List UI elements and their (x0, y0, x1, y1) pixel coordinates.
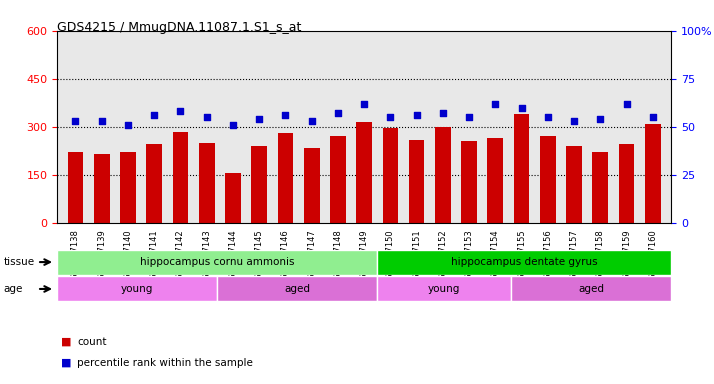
Point (568, 118, 580, 124)
Bar (225, 173, 241, 223)
Text: GDS4215 / MmugDNA.11087.1.S1_s_at: GDS4215 / MmugDNA.11087.1.S1_s_at (57, 21, 301, 34)
FancyBboxPatch shape (217, 276, 378, 301)
Bar (566, 146, 582, 223)
Bar (408, 139, 425, 223)
Text: age: age (4, 284, 23, 294)
Point (253, 116, 265, 122)
Point (332, 110, 343, 116)
Text: hippocampus cornu ammonis: hippocampus cornu ammonis (140, 257, 295, 267)
Point (647, 114, 658, 120)
Point (437, 110, 448, 116)
Point (411, 112, 423, 118)
FancyBboxPatch shape (511, 276, 671, 301)
Bar (120, 152, 136, 223)
Point (96, 118, 107, 124)
Bar (356, 122, 372, 223)
Point (280, 112, 291, 118)
Text: young: young (428, 284, 461, 294)
Bar (593, 152, 608, 223)
Bar (461, 141, 477, 223)
Point (149, 112, 160, 118)
Text: tissue: tissue (4, 257, 35, 267)
Bar (303, 147, 320, 223)
Text: percentile rank within the sample: percentile rank within the sample (77, 358, 253, 368)
Point (490, 101, 501, 107)
FancyBboxPatch shape (378, 276, 511, 301)
Point (306, 118, 317, 124)
Point (175, 108, 186, 114)
Bar (383, 128, 398, 223)
Bar (94, 154, 110, 223)
Point (201, 114, 212, 120)
FancyBboxPatch shape (57, 250, 378, 275)
Point (542, 114, 553, 120)
Bar (513, 114, 530, 223)
FancyBboxPatch shape (378, 250, 671, 275)
Text: young: young (121, 284, 154, 294)
Bar (645, 124, 660, 223)
Point (227, 122, 238, 128)
Bar (173, 131, 188, 223)
Bar (540, 136, 555, 223)
Bar (278, 133, 293, 223)
Point (385, 114, 396, 120)
Bar (198, 143, 215, 223)
Bar (330, 136, 346, 223)
Bar (435, 127, 451, 223)
Text: aged: aged (578, 284, 604, 294)
Point (621, 101, 633, 107)
Text: ■: ■ (61, 358, 71, 368)
Point (358, 101, 370, 107)
Point (516, 104, 528, 111)
Point (463, 114, 475, 120)
Bar (251, 146, 267, 223)
Bar (146, 144, 162, 223)
Text: aged: aged (284, 284, 311, 294)
Text: hippocampus dentate gyrus: hippocampus dentate gyrus (451, 257, 598, 267)
Text: count: count (77, 337, 106, 347)
Bar (488, 138, 503, 223)
FancyBboxPatch shape (57, 276, 217, 301)
Point (595, 116, 606, 122)
Point (70, 118, 81, 124)
Text: ■: ■ (61, 337, 71, 347)
Bar (68, 152, 84, 223)
Point (122, 122, 134, 128)
Bar (618, 144, 635, 223)
